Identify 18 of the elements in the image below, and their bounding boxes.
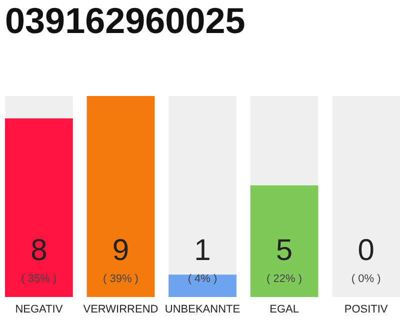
x-tick-label: UNBEKANNTE	[164, 304, 240, 316]
data-label: 5	[276, 234, 293, 267]
bar	[168, 274, 236, 297]
x-tick-label: EGAL	[270, 304, 299, 316]
data-label: 9	[112, 234, 130, 267]
x-tick-label: VERWIRREND	[83, 304, 158, 316]
annotation: ( 4% )	[188, 273, 218, 285]
annotation: ( 39% )	[102, 273, 138, 285]
chart-title: 039162960025	[5, 0, 246, 41]
data-label: 1	[194, 234, 211, 267]
annotation: ( 35% )	[21, 273, 57, 285]
annotation: ( 22% )	[266, 273, 302, 285]
bar	[86, 96, 155, 297]
annotation: ( 0% )	[351, 273, 381, 285]
x-tick-label: NEGATIV	[15, 304, 64, 316]
data-label: 8	[30, 234, 48, 267]
data-label: 0	[358, 234, 374, 267]
x-tick-label: POSITIV	[344, 304, 388, 316]
